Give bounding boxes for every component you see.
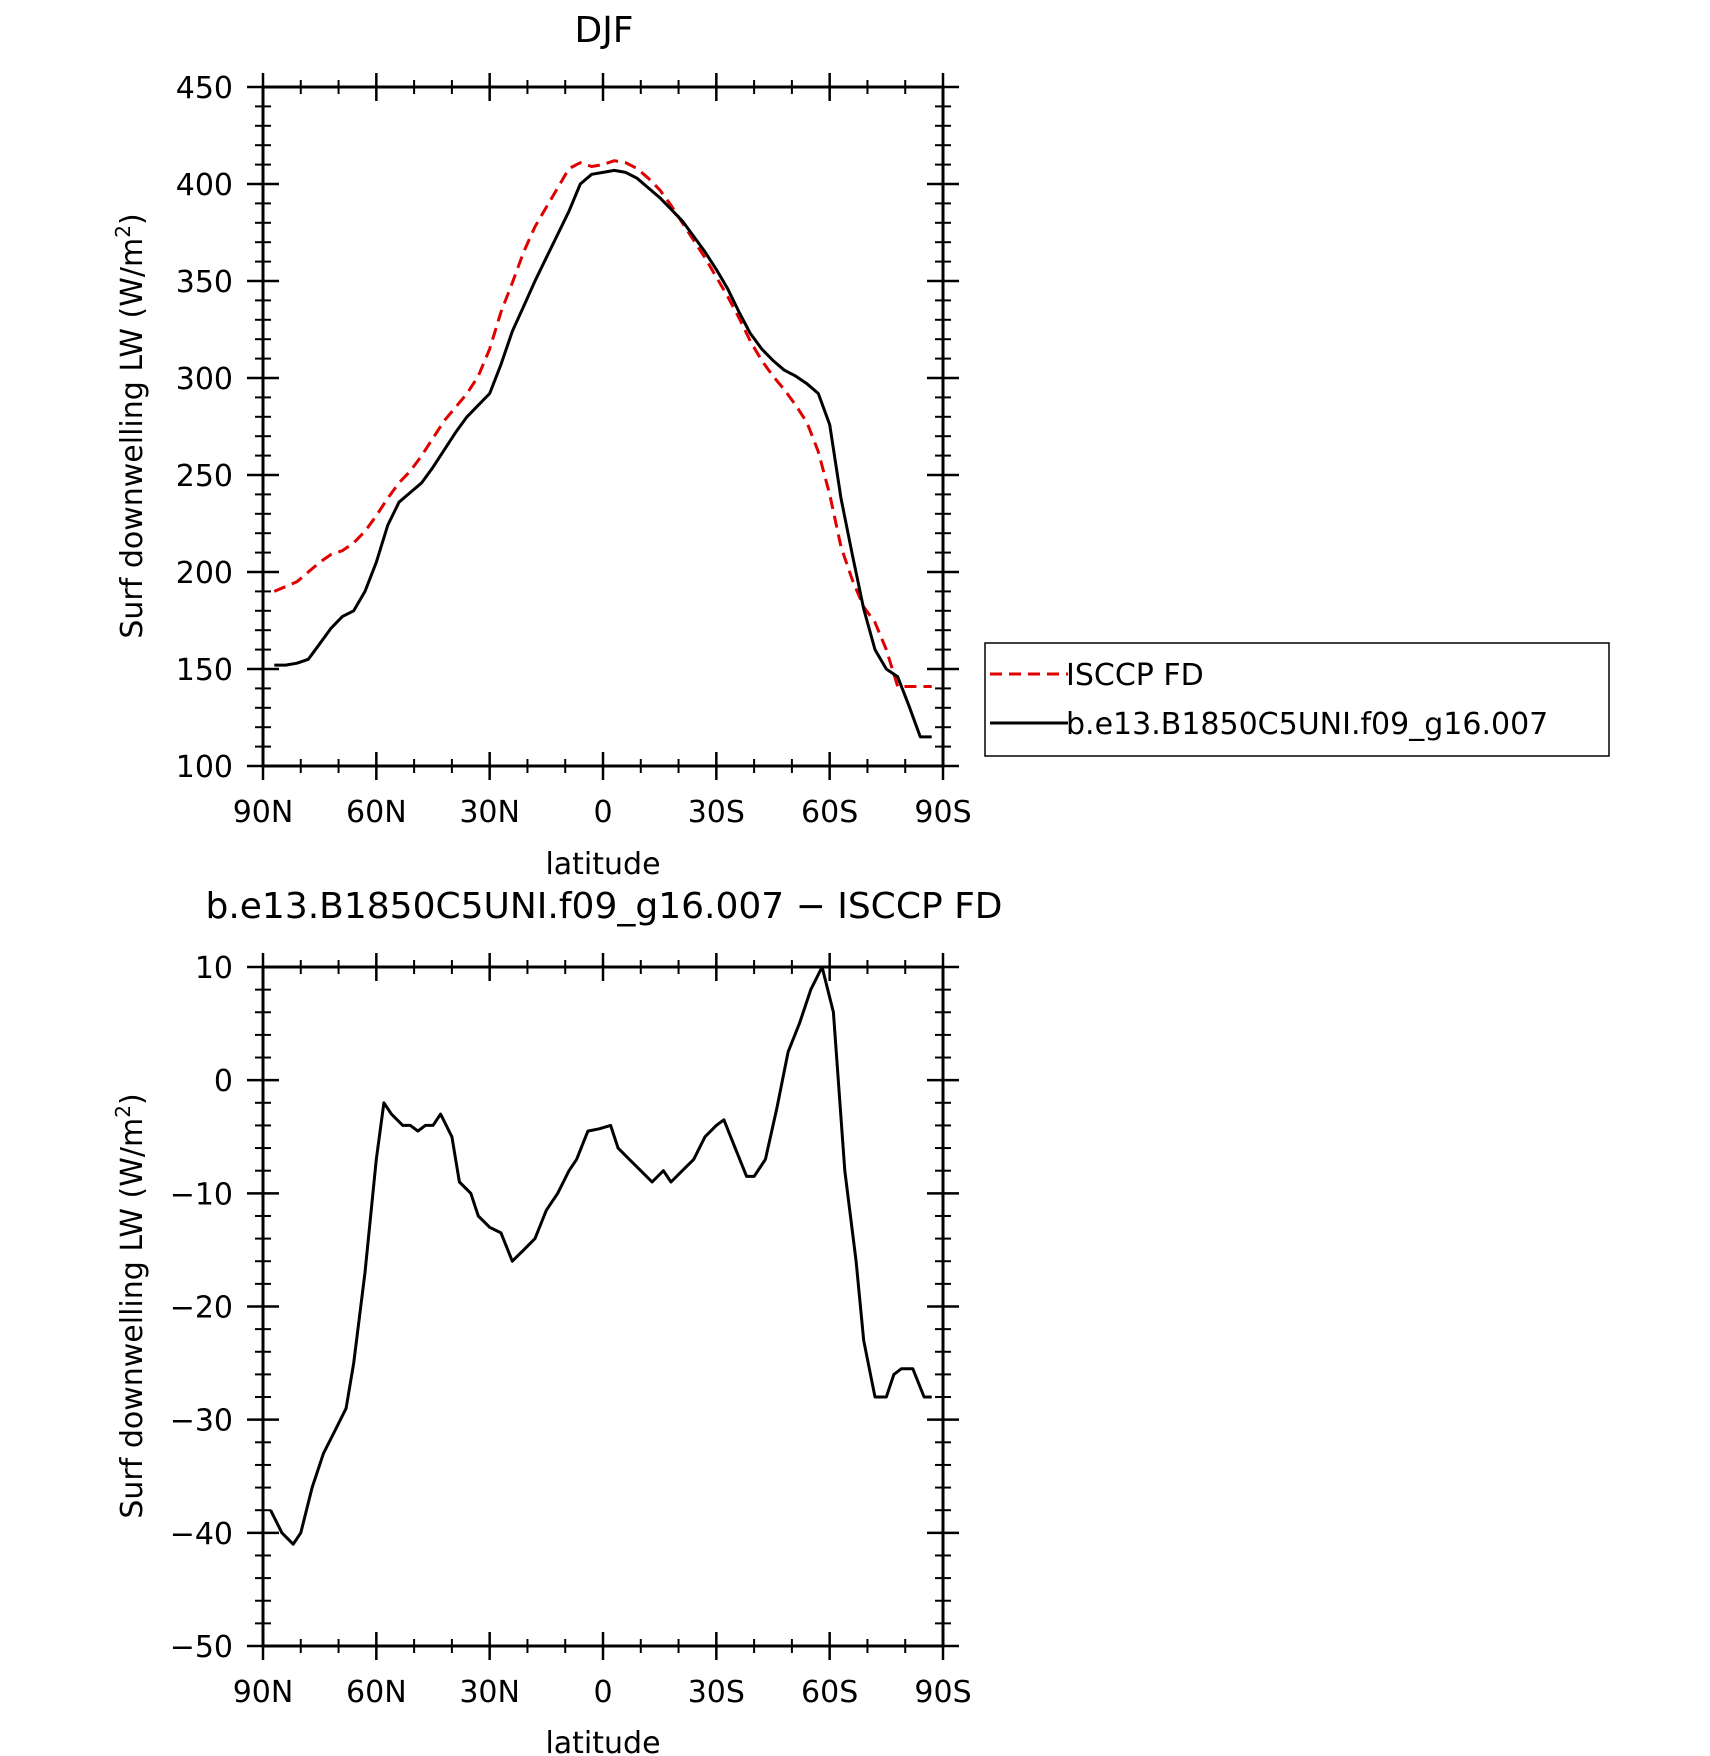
y-tick-label: −30 — [170, 1404, 233, 1439]
y-tick-label: 400 — [176, 168, 233, 203]
panel-top-series — [273, 159, 932, 739]
panel-top-frame — [261, 85, 945, 768]
x-tick-label: 90N — [233, 795, 294, 830]
y-tick-label: −10 — [170, 1177, 233, 1212]
panel-bottom-ticks — [247, 953, 959, 1660]
legend-label-isccp: ISCCP FD — [1066, 658, 1204, 693]
series-line-isccp-fd — [273, 159, 932, 688]
x-tick-label: 30N — [459, 795, 520, 830]
y-tick-label: 10 — [195, 951, 233, 986]
x-tick-label: 90S — [914, 795, 971, 830]
x-tick-label: 60S — [801, 795, 858, 830]
x-tick-label: 0 — [593, 1675, 612, 1710]
y-tick-label: 350 — [176, 265, 233, 300]
panel-bottom-title: b.e13.B1850C5UNI.f09_g16.007 − ISCCP FD — [205, 886, 1002, 927]
y-tick-label: 100 — [176, 750, 233, 785]
panel-bottom-frame — [261, 965, 945, 1648]
y-tick-label: 250 — [176, 459, 233, 494]
x-tick-label: 30S — [688, 1675, 745, 1710]
panel-bottom-y-axis-label-main: Surf downwelling LW (W/m — [115, 1118, 150, 1519]
x-tick-label: 60S — [801, 1675, 858, 1710]
panel-top-title: DJF — [574, 10, 633, 51]
panel-bottom-x-tick-labels: 90N 60N 30N 0 30S 60S 90S — [233, 1675, 972, 1710]
legend: ISCCP FD b.e13.B1850C5UNI.f09_g16.007 — [984, 642, 1610, 757]
x-tick-label: 90N — [233, 1675, 294, 1710]
y-tick-label: −50 — [170, 1630, 233, 1665]
y-tick-label: 150 — [176, 653, 233, 688]
y-tick-label: 0 — [214, 1064, 233, 1099]
panel-top-y-axis-label: Surf downwelling LW (W/m2) — [111, 213, 150, 638]
panel-bottom-y-tick-labels: −50 −40 −30 −20 −10 0 10 — [170, 951, 233, 1665]
legend-label-model: b.e13.B1850C5UNI.f09_g16.007 — [1066, 707, 1548, 742]
panel-bottom: b.e13.B1850C5UNI.f09_g16.007 − ISCCP FD … — [111, 886, 1003, 1756]
x-tick-label: 30S — [688, 795, 745, 830]
x-tick-label: 60N — [346, 1675, 407, 1710]
panel-top-x-axis-label: latitude — [545, 847, 660, 882]
y-tick-label: 200 — [176, 556, 233, 591]
panel-bottom-y-axis-label-close: ) — [115, 1093, 150, 1105]
panel-bottom-y-axis-label-sup: 2 — [111, 1105, 135, 1118]
legend-box — [984, 642, 1610, 757]
panel-top-y-tick-labels: 100 150 200 250 300 350 400 450 — [176, 71, 233, 785]
panel-bottom-y-axis-label: Surf downwelling LW (W/m2) — [111, 1093, 150, 1518]
series-line-model — [274, 168, 932, 739]
panel-top-y-axis-label-close: ) — [115, 213, 150, 225]
panel-bottom-series — [269, 965, 932, 1546]
y-tick-label: 300 — [176, 362, 233, 397]
x-tick-label: 60N — [346, 795, 407, 830]
y-tick-label: −20 — [170, 1291, 233, 1326]
panel-bottom-x-axis-label: latitude — [545, 1726, 660, 1756]
x-tick-label: 30N — [459, 1675, 520, 1710]
panel-top-x-tick-labels: 90N 60N 30N 0 30S 60S 90S — [233, 795, 972, 830]
x-tick-label: 90S — [914, 1675, 971, 1710]
panel-top-ticks — [247, 73, 959, 780]
panel-top-y-axis-label-main: Surf downwelling LW (W/m — [115, 238, 150, 639]
panel-top: DJF 100 150 200 250 300 350 400 450 90N 60N 30N 0 3… — [111, 10, 1610, 882]
y-tick-label: −40 — [170, 1517, 233, 1552]
y-tick-label: 450 — [176, 71, 233, 106]
panel-top-y-axis-label-sup: 2 — [111, 225, 135, 238]
series-line-model — [269, 965, 932, 1546]
x-tick-label: 0 — [593, 795, 612, 830]
